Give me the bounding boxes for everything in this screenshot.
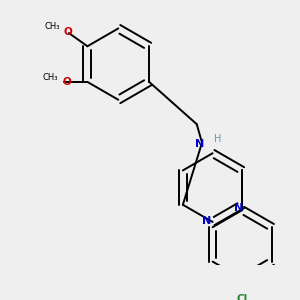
Text: O: O [63,77,71,87]
Text: O: O [63,27,72,37]
Text: CH₃: CH₃ [44,22,59,31]
Text: H: H [214,134,222,144]
Text: CH₃: CH₃ [43,74,58,82]
Text: N: N [234,203,243,213]
Text: N: N [195,139,204,149]
Text: Cl: Cl [237,293,248,300]
Text: N: N [202,216,212,226]
